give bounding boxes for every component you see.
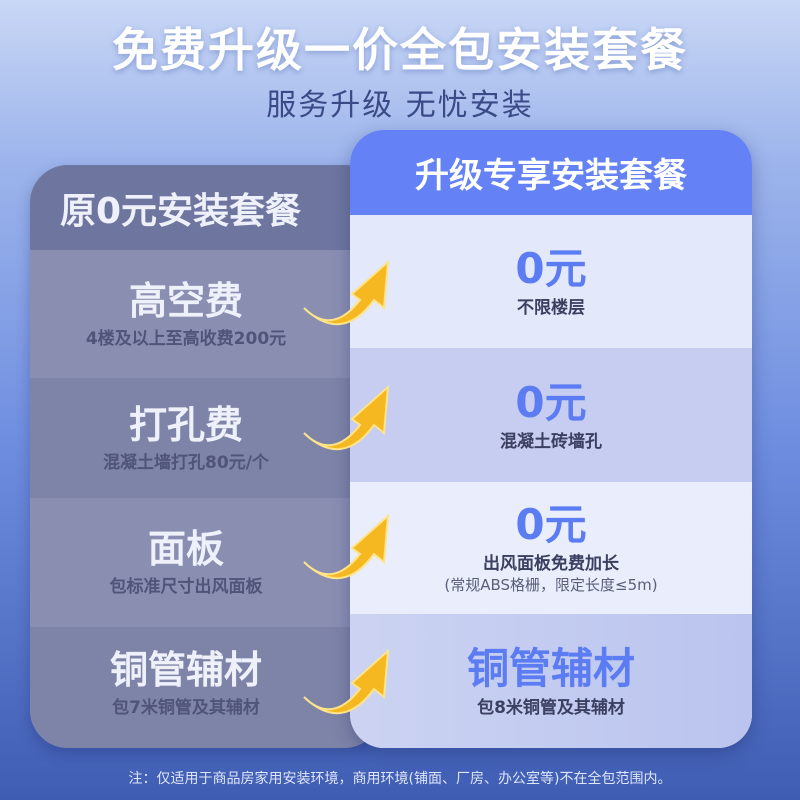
original-row-panel: 面板 包标准尺寸出风面板	[30, 498, 382, 627]
row-note: (常规ABS格栅，限定长度≤5m)	[444, 576, 658, 594]
original-package-card: 原0元安装套餐 高空费 4楼及以上至高收费200元 打孔费 混凝土墙打孔80元/…	[30, 165, 382, 748]
main-title: 免费升级一价全包安装套餐	[112, 23, 688, 77]
row-value: 0元	[515, 500, 587, 549]
curved-arrow-icon	[303, 384, 390, 450]
row-title: 面板	[147, 527, 224, 571]
row-desc: 混凝土墙打孔80元/个	[103, 453, 269, 473]
row-title: 铜管辅材	[109, 648, 262, 692]
curved-arrow-icon	[303, 513, 390, 579]
row-value: 0元	[515, 377, 587, 427]
original-row-copper: 铜管辅材 包7米铜管及其辅材	[30, 627, 382, 748]
row-desc: 包7米铜管及其辅材	[112, 698, 260, 718]
original-row-drilling: 打孔费 混凝土墙打孔80元/个	[30, 378, 382, 498]
curved-arrow-icon	[303, 259, 390, 325]
upgrade-package-header: 升级专享安装套餐	[350, 130, 752, 215]
subtitle: 服务升级 无忧安装	[266, 88, 534, 123]
row-value: 0元	[515, 244, 587, 293]
row-title: 打孔费	[128, 403, 243, 447]
footnote: 注：仅适用于商品房家用安装环境，商用环境(铺面、厂房、办公室等)不在全包范围内。	[128, 771, 672, 787]
row-desc: 4楼及以上至高收费200元	[85, 329, 287, 349]
row-title: 高空费	[128, 279, 243, 323]
row-desc: 包8米铜管及其辅材	[477, 697, 625, 718]
original-package-header: 原0元安装套餐	[30, 165, 382, 250]
row-desc: 混凝土砖墙孔	[500, 431, 602, 452]
upgrade-row-high-altitude: 0元 不限楼层	[350, 215, 752, 348]
upgrade-package-card: 升级专享安装套餐 0元 不限楼层 0元 混凝土砖墙孔 0元 出风面板免费加长 (…	[350, 130, 752, 748]
original-row-high-altitude: 高空费 4楼及以上至高收费200元	[30, 250, 382, 378]
row-value: 铜管辅材	[466, 643, 635, 693]
row-desc: 出风面板免费加长	[483, 554, 619, 574]
upgrade-row-copper: 铜管辅材 包8米铜管及其辅材	[350, 614, 752, 748]
row-desc: 包标准尺寸出风面板	[109, 577, 263, 597]
row-desc: 不限楼层	[517, 298, 585, 318]
upgrade-row-drilling: 0元 混凝土砖墙孔	[350, 348, 752, 482]
curved-arrow-icon	[303, 648, 390, 714]
upgrade-row-panel: 0元 出风面板免费加长 (常规ABS格栅，限定长度≤5m)	[350, 482, 752, 614]
